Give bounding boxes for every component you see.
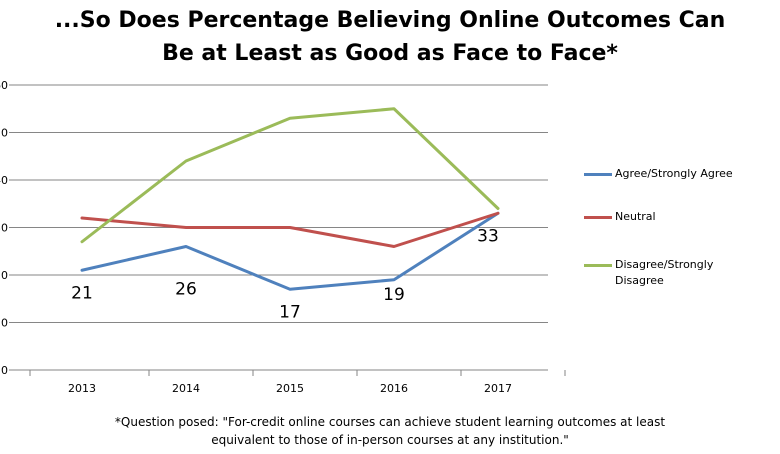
x-tick-label: 2016 bbox=[380, 382, 408, 395]
data-label: 17 bbox=[279, 302, 301, 322]
legend-item: Disagree/Strongly Disagree bbox=[584, 257, 774, 289]
series-line-1 bbox=[80, 211, 500, 248]
data-label: 26 bbox=[175, 280, 197, 300]
legend-item: Agree/Strongly Agree bbox=[584, 166, 774, 182]
y-tick-label: 10 bbox=[0, 317, 8, 330]
legend-label-line: Neutral bbox=[615, 210, 656, 223]
legend-label-line: Disagree bbox=[615, 274, 664, 287]
legend-swatch bbox=[584, 216, 612, 219]
x-tick-label: 2017 bbox=[484, 382, 512, 395]
x-tick-label: 2014 bbox=[172, 382, 200, 395]
legend-label: Neutral bbox=[615, 209, 656, 225]
footnote-line-2: equivalent to those of in-person courses… bbox=[211, 433, 569, 447]
legend-label-line: Disagree/Strongly bbox=[615, 258, 714, 271]
y-tick-label: 30 bbox=[0, 222, 8, 235]
legend-label: Disagree/Strongly Disagree bbox=[615, 257, 713, 289]
chart-title: ...So Does Percentage Believing Online O… bbox=[0, 4, 780, 70]
y-tick-label: 60 bbox=[0, 79, 8, 92]
series-line-2 bbox=[80, 107, 500, 244]
axes: 0 10 20 30 40 50 60 2013 2014 2015 2016 2017 bbox=[0, 79, 566, 395]
chart-title-line-1: ...So Does Percentage Believing Online O… bbox=[54, 8, 726, 33]
y-tick-label: 20 bbox=[0, 269, 8, 282]
series-lines bbox=[80, 107, 500, 291]
legend-label-line: Agree/Strongly Agree bbox=[615, 167, 733, 180]
legend-swatch bbox=[584, 173, 612, 176]
data-label: 21 bbox=[71, 283, 93, 303]
y-tick-label: 0 bbox=[1, 364, 8, 377]
legend-swatch bbox=[584, 264, 612, 267]
chart-title-line-2: Be at Least as Good as Face to Face* bbox=[162, 41, 618, 66]
footnote: *Question posed: "For-credit online cour… bbox=[0, 413, 780, 449]
x-tick-label: 2013 bbox=[68, 382, 96, 395]
x-tick-label: 2015 bbox=[276, 382, 304, 395]
legend-label: Agree/Strongly Agree bbox=[615, 166, 733, 182]
footnote-line-1: *Question posed: "For-credit online cour… bbox=[114, 415, 666, 429]
data-labels: 21 26 17 19 33 bbox=[71, 226, 499, 322]
data-label: 19 bbox=[383, 285, 405, 305]
legend-item: Neutral bbox=[584, 209, 774, 225]
data-label: 33 bbox=[477, 226, 499, 246]
y-tick-label: 50 bbox=[0, 127, 8, 140]
series-line-0 bbox=[80, 211, 500, 291]
y-tick-label: 40 bbox=[0, 174, 8, 187]
